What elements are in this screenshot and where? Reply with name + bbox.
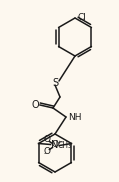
- Text: O: O: [44, 135, 51, 144]
- Text: O: O: [44, 147, 51, 156]
- Text: O: O: [31, 100, 39, 110]
- Text: +: +: [56, 140, 61, 145]
- Text: O: O: [52, 140, 59, 149]
- Text: -: -: [44, 136, 46, 141]
- Text: NH: NH: [68, 112, 82, 122]
- Text: Cl: Cl: [78, 13, 87, 21]
- Text: CH₃: CH₃: [58, 141, 72, 150]
- Text: N: N: [51, 141, 58, 151]
- Text: S: S: [52, 78, 58, 88]
- Text: -: -: [44, 151, 46, 157]
